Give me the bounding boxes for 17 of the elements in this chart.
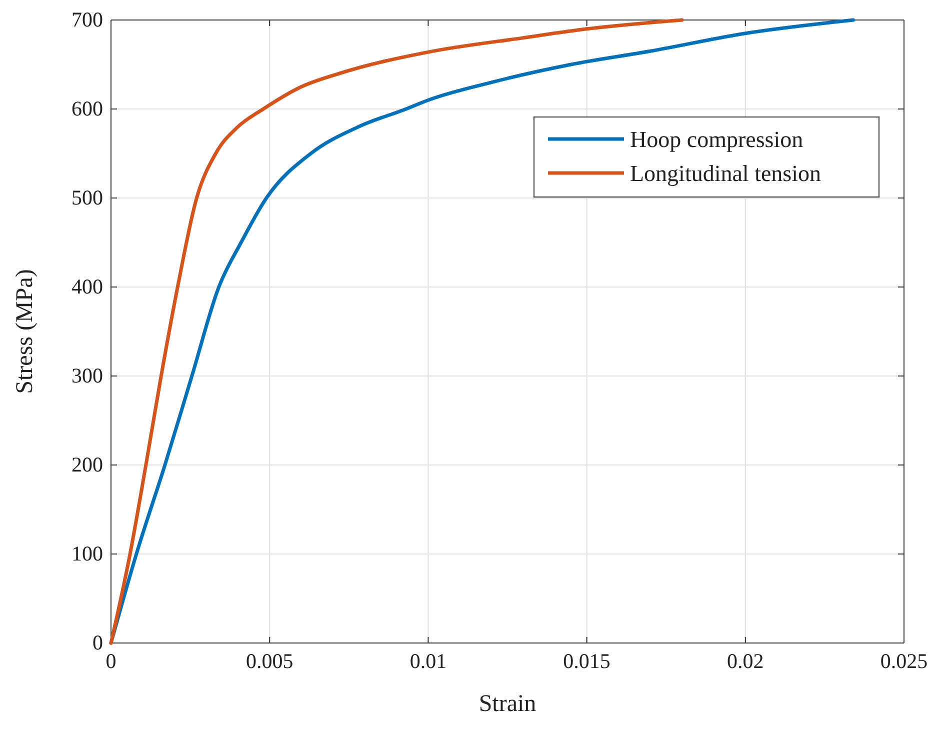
x-axis-title: Strain	[478, 691, 536, 717]
x-tick-label: 0.015	[563, 648, 610, 673]
x-tick-label: 0.02	[727, 648, 764, 673]
y-tick-label: 300	[72, 364, 103, 388]
x-tick-label: 0.025	[880, 648, 928, 673]
y-tick-label: 700	[72, 8, 103, 32]
y-tick-label: 400	[72, 274, 103, 299]
legend-label: Hoop compression	[630, 127, 804, 152]
y-tick-label: 500	[72, 186, 103, 210]
y-tick-label: 0	[92, 630, 103, 655]
y-tick-label: 600	[72, 96, 103, 121]
y-axis-title: Stress (MPa)	[12, 269, 38, 394]
x-tick-label: 0.01	[410, 648, 447, 673]
x-tick-label: 0.005	[246, 648, 294, 673]
y-tick-label: 200	[72, 452, 103, 477]
legend-label: Longitudinal tension	[630, 161, 822, 186]
y-tick-label: 100	[72, 542, 103, 566]
